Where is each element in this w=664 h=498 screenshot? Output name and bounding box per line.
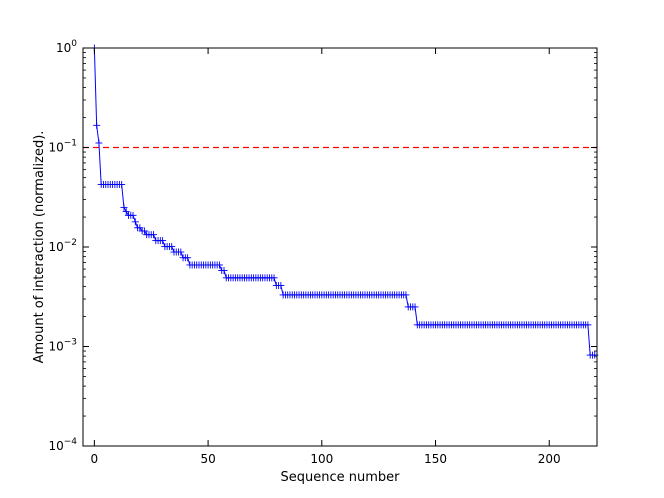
- y-tick-exponent: −3: [64, 338, 77, 348]
- x-tick-label: 150: [424, 452, 447, 466]
- data-point-marker: [584, 321, 592, 329]
- y-tick-label: 10−3: [48, 338, 77, 354]
- data-point-marker: [220, 267, 228, 275]
- plot-frame: [82, 47, 598, 447]
- y-tick-base: 10: [48, 439, 63, 453]
- x-tick-label: 50: [200, 452, 215, 466]
- data-point-marker: [177, 248, 185, 256]
- data-point-marker: [159, 237, 167, 245]
- data-point-marker: [131, 218, 139, 226]
- y-tick-base: 10: [56, 41, 71, 55]
- data-point-marker: [122, 208, 130, 216]
- x-axis-label: Sequence number: [281, 470, 401, 485]
- data-point-marker: [184, 254, 192, 262]
- y-tick-label: 10−2: [48, 238, 77, 254]
- y-tick-exponent: −1: [64, 139, 77, 149]
- series-line: [93, 47, 595, 356]
- data-point-marker: [270, 274, 278, 282]
- data-point-marker: [215, 261, 223, 269]
- data-layer: [83, 44, 599, 359]
- data-point-marker: [150, 231, 158, 239]
- data-point-marker: [277, 282, 285, 290]
- y-tick-base: 10: [48, 340, 63, 354]
- data-point-marker: [140, 227, 148, 235]
- data-point-marker: [129, 211, 137, 219]
- data-point-marker: [120, 203, 128, 211]
- y-axis-label: Amount of interaction (normalized).: [32, 131, 47, 364]
- data-point-marker: [93, 121, 101, 129]
- x-tick-label: 0: [91, 452, 99, 466]
- y-tick-base: 10: [48, 141, 63, 155]
- x-tick-label: 200: [538, 452, 561, 466]
- y-tick-exponent: −4: [64, 437, 78, 447]
- data-point-marker: [118, 180, 126, 188]
- y-tick-exponent: −2: [64, 238, 77, 248]
- y-tick-label: 10−4: [48, 437, 77, 453]
- data-point-marker: [168, 243, 176, 251]
- y-tick-exponent: 0: [71, 39, 77, 49]
- y-tick-base: 10: [48, 240, 63, 254]
- data-point-marker: [411, 303, 419, 311]
- y-tick-label: 10−1: [48, 139, 77, 155]
- data-point-marker: [402, 291, 410, 299]
- y-tick-label: 100: [56, 39, 77, 55]
- data-point-marker: [95, 139, 103, 147]
- x-tick-label: 100: [310, 452, 333, 466]
